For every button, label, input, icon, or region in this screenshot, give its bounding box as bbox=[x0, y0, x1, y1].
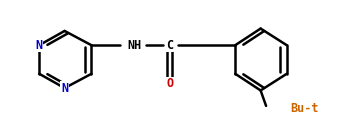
Text: O: O bbox=[166, 77, 174, 90]
Text: NH: NH bbox=[127, 39, 142, 52]
Text: Bu-t: Bu-t bbox=[290, 102, 319, 115]
Text: C: C bbox=[166, 39, 174, 52]
Text: N: N bbox=[61, 82, 68, 95]
Text: N: N bbox=[36, 39, 43, 52]
